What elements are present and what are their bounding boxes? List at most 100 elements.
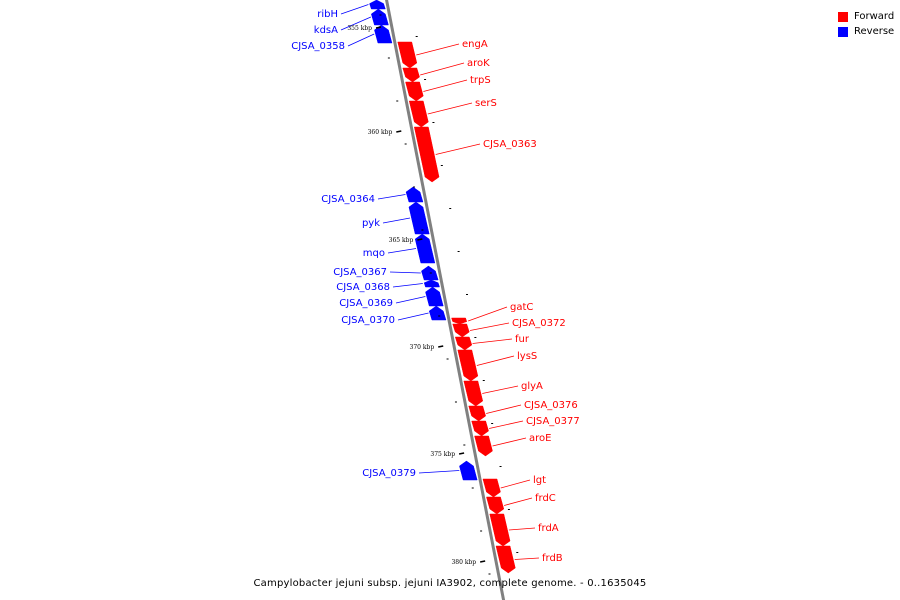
gene-leader-kdsa [340,16,372,31]
gene-leader-cjsa_0358 [347,33,375,47]
gene-leader-cjsa_0379 [418,470,460,474]
gene-arrow-lgt[interactable] [482,478,501,498]
legend: Forward Reverse [838,9,900,39]
gene-leader-frda [508,527,536,531]
gene-arrow-kdsa[interactable] [371,8,389,26]
gene-arrow-lyss[interactable] [457,349,479,382]
gene-leader-cjsa_0369 [395,296,426,304]
gene-leader-sers [427,102,473,115]
gene-arrow-cjsa_0369[interactable] [425,286,444,307]
gene-leader-enga [416,43,460,56]
legend-label-forward: Forward [854,11,895,22]
gene-arrow-fur[interactable] [454,336,473,351]
legend-item-reverse: Reverse [838,24,900,39]
gene-label-cjsa_0377[interactable]: CJSA_0377 [526,416,580,427]
gene-label-arok[interactable]: aroK [467,58,490,69]
gene-arrow-cjsa_0367[interactable] [421,265,439,281]
gene-arrow-cjsa_0368[interactable] [423,279,440,288]
gene-arrow-enga[interactable] [397,41,418,69]
gene-arrow-arok[interactable] [402,67,420,83]
gene-label-cjsa_0368[interactable]: CJSA_0368 [336,282,390,293]
gene-arrow-cjsa_0376[interactable] [468,405,486,422]
gene-label-pyk[interactable]: pyk [362,218,380,229]
gene-leader-cjsa_0367 [389,271,421,274]
gene-leader-cjsa_0372 [469,322,510,331]
gene-label-glya[interactable]: glyA [521,381,543,392]
gene-arrow-cjsa_0358[interactable] [374,24,393,44]
ruler-tick-label: 375 kbp [430,451,455,458]
gene-leader-cjsa_0363 [435,143,481,155]
gene-arrow-frdb[interactable] [495,545,516,574]
gene-label-gatc[interactable]: gatC [510,302,533,313]
gene-label-cjsa_0372[interactable]: CJSA_0372 [512,318,566,329]
gene-leader-frdb [514,557,540,560]
gene-leader-frdc [504,497,533,506]
gene-arrow-trps[interactable] [405,81,424,102]
reverse-swatch [838,26,848,37]
gene-arrow-gatc[interactable] [451,317,468,325]
gene-label-enga[interactable]: engA [462,39,488,50]
gene-label-lgt[interactable]: lgt [533,475,546,486]
ruler-tick-label: 380 kbp [451,559,476,566]
ruler-major-tick [417,238,423,241]
gene-leader-aroe [492,437,527,447]
gene-leader-pyk [382,217,411,224]
gene-leader-arok [420,62,465,76]
gene-arrow-cjsa_0370[interactable] [428,305,447,321]
gene-leader-cjsa_0368 [392,283,423,288]
ruler-tick-label: 360 kbp [368,129,393,136]
ruler-major-tick [458,452,465,455]
gene-label-cjsa_0376[interactable]: CJSA_0376 [524,400,578,411]
gene-label-cjsa_0363[interactable]: CJSA_0363 [483,139,537,150]
gene-leader-cjsa_0377 [489,420,524,429]
gene-label-trps[interactable]: trpS [470,75,491,86]
gene-arrow-cjsa_0377[interactable] [471,420,489,437]
ruler-tick-label: 370 kbp [410,344,435,351]
gene-label-lyss[interactable]: lysS [517,351,537,362]
genome-backbone [385,0,506,600]
gene-arrow-cjsa_0372[interactable] [452,323,470,338]
gene-arrow-cjsa_0364[interactable] [405,186,424,203]
gene-arrow-cjsa_0363[interactable] [414,126,440,183]
legend-item-forward: Forward [838,9,900,24]
gene-leader-lgt [500,479,531,489]
gene-label-aroe[interactable]: aroE [529,433,551,444]
gene-label-cjsa_0364[interactable]: CJSA_0364 [321,194,375,205]
gene-leader-cjsa_0364 [377,194,406,200]
ruler-tick-label: 355 kbp [347,25,372,32]
gene-arrow-frda[interactable] [489,513,511,547]
gene-arrow-sers[interactable] [408,100,429,128]
gene-label-sers[interactable]: serS [475,98,497,109]
gene-label-cjsa_0369[interactable]: CJSA_0369 [339,298,393,309]
gene-label-cjsa_0358[interactable]: CJSA_0358 [291,41,345,52]
gene-label-frdb[interactable]: frdB [542,553,563,564]
gene-leader-cjsa_0370 [397,312,429,321]
ruler-major-tick [396,130,402,133]
forward-swatch [838,11,848,22]
ruler-major-tick [438,345,444,348]
gene-label-mqo[interactable]: mqo [363,248,385,259]
ruler-tick-label: 365 kbp [389,237,414,244]
gene-arrow-ribh[interactable] [369,0,386,10]
gene-label-fur[interactable]: fur [515,334,530,345]
gene-label-cjsa_0379[interactable]: CJSA_0379 [362,468,416,479]
gene-label-cjsa_0370[interactable]: CJSA_0370 [341,315,395,326]
gene-arrow-aroe[interactable] [474,435,493,457]
gene-arrow-cjsa_0379[interactable] [459,460,478,481]
gene-label-cjsa_0367[interactable]: CJSA_0367 [333,267,387,278]
gene-leader-mqo [387,248,417,254]
gene-leader-cjsa_0376 [486,404,522,414]
gene-label-kdsa[interactable]: kdsA [314,25,338,36]
gene-label-ribh[interactable]: ribH [317,9,338,20]
gene-arrow-mqo[interactable] [414,233,436,264]
ruler-major-tick [375,26,382,29]
gene-leader-fur [472,338,513,344]
gene-arrow-frdc[interactable] [486,496,505,515]
gene-arrow-glya[interactable] [463,380,484,407]
legend-label-reverse: Reverse [854,26,895,37]
ruler-major-tick [480,560,486,563]
gene-label-frda[interactable]: frdA [538,523,559,534]
gene-label-frdc[interactable]: frdC [535,493,556,504]
gene-leader-lyss [476,355,515,366]
